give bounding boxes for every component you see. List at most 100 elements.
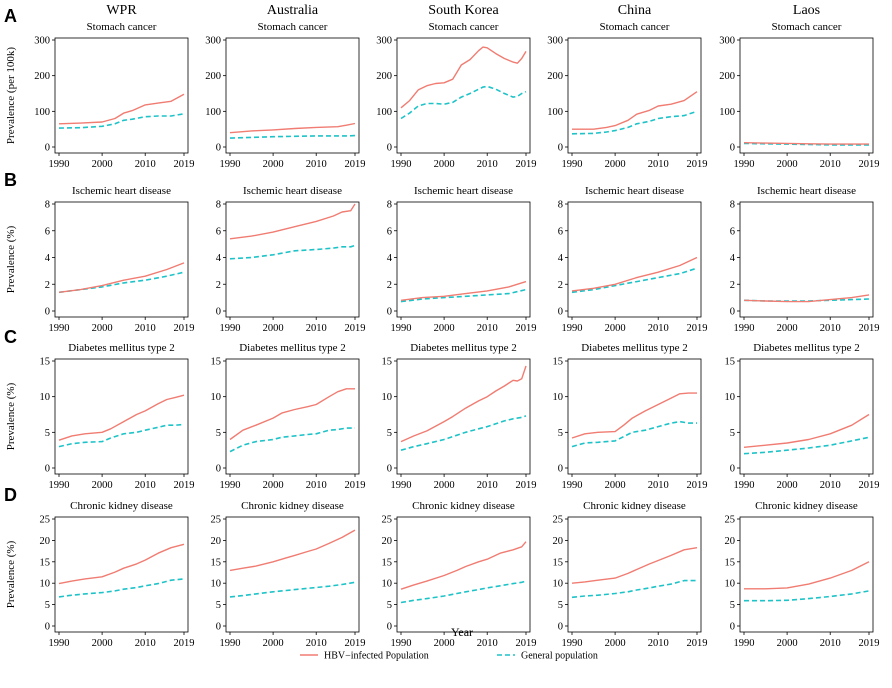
y-tick-label: 5 [45,600,50,611]
y-tick-label: 300 [547,36,563,47]
y-tick-label: 6 [730,226,735,237]
panel-d-south-korea: Chronic kidney disease 0 5 10 15 20 25 1990 2000… [382,500,537,649]
panel-subtitle: Diabetes mellitus type 2 [410,342,517,354]
y-tick-label: 200 [34,71,50,82]
x-tick-label: 2000 [263,480,284,491]
y-tick-label: 0 [387,622,392,633]
series-line-hbv-infected [400,541,527,590]
x-tick-label: 2019 [516,638,537,649]
y-tick-label: 0 [558,143,563,154]
y-tick-label: 5 [45,428,50,439]
x-tick-label: 2010 [648,323,669,334]
y-tick-label: 300 [34,36,50,47]
y-tick-label: 200 [376,71,392,82]
panel-b-wpr: Ischemic heart disease 0 2 4 6 8 1990 2000 2010 2… [45,185,195,334]
series-line-hbv-infected [58,262,185,293]
panel-b-laos: Ischemic heart disease 0 2 4 6 8 1990 2000 2010 2… [730,185,880,334]
series-line-general-population [571,267,698,294]
x-tick-label: 2010 [820,480,841,491]
panel-frame [396,201,531,318]
y-tick-label: 5 [216,428,221,439]
y-tick-label: 5 [558,428,563,439]
x-tick-label: 2000 [263,638,284,649]
panel-frame [739,516,874,633]
y-tick-label: 10 [40,579,51,590]
x-tick-label: 2010 [648,638,669,649]
panel-frame [225,358,360,475]
x-tick-label: 1990 [562,159,583,170]
panel-d-china: Chronic kidney disease 0 5 10 15 20 25 1990 2000… [553,500,708,649]
y-tick-label: 10 [725,579,736,590]
x-tick-label: 2000 [434,159,455,170]
x-tick-label: 1990 [562,480,583,491]
panel-a-wpr: Stomach cancer 0 100 200 300 1990 2000 2010 2019 [34,21,194,170]
series-line-hbv-infected [743,294,870,303]
x-tick-label: 1990 [391,480,412,491]
panel-subtitle: Ischemic heart disease [243,185,342,197]
y-tick-label: 20 [382,536,393,547]
panel-frame [567,201,702,318]
x-tick-label: 2010 [820,323,841,334]
y-tick-label: 100 [205,107,221,118]
series-line-general-population [58,423,185,448]
series-line-general-population [229,244,356,260]
y-tick-label: 5 [558,600,563,611]
column-header-south-korea: South Korea [428,3,499,18]
x-tick-label: 2019 [345,159,366,170]
y-tick-label: 15 [40,357,51,368]
series-line-hbv-infected [743,413,870,448]
y-tick-label: 25 [725,515,736,526]
column-header-australia: Australia [267,3,319,18]
x-tick-label: 2000 [92,159,113,170]
x-tick-label: 2010 [306,323,327,334]
panel-c-wpr: Diabetes mellitus type 2 0 5 10 15 1990 2000 20… [40,342,195,491]
panel-subtitle: Stomach cancer [772,21,842,33]
series-line-general-population [400,415,527,451]
panel-c-laos: Diabetes mellitus type 2 0 5 10 15 1990 2000 20… [725,342,880,491]
y-tick-label: 10 [40,392,51,403]
series-line-general-population [400,580,527,604]
legend-label: HBV−infected Population [324,651,429,662]
x-tick-label: 2010 [477,323,498,334]
series-line-general-population [571,420,697,448]
y-tick-label: 6 [216,226,221,237]
legend-label: General population [521,651,598,662]
x-tick-label: 2019 [174,638,195,649]
panel-frame [396,37,531,154]
legend-item-hbv: HBV−infected Population [300,651,429,662]
panel-frame [567,358,702,475]
y-tick-label: 2 [45,280,50,291]
y-tick-label: 10 [382,392,393,403]
panel-subtitle: Ischemic heart disease [414,185,513,197]
series-line-hbv-infected [572,91,698,130]
x-tick-label: 2000 [263,159,284,170]
y-tick-label: 25 [553,515,564,526]
x-tick-label: 2019 [345,323,366,334]
series-line-hbv-infected [400,280,527,301]
x-tick-label: 2000 [605,323,626,334]
y-tick-label: 15 [725,357,736,368]
y-tick-label: 300 [719,36,735,47]
panel-subtitle: Diabetes mellitus type 2 [68,342,175,354]
panel-d-australia: Chronic kidney disease 0 5 10 15 20 25 1990 2000… [211,500,366,649]
panel-frame [54,37,189,154]
y-tick-label: 0 [730,622,735,633]
series-line-general-population [229,581,356,598]
x-tick-label: 2019 [687,480,708,491]
y-tick-label: 4 [387,253,393,264]
series-line-general-population [58,113,185,129]
panel-frame [54,201,189,318]
series-line-general-population [58,578,185,598]
y-axis-label-row-a: Prevalence (per 100k) [5,47,17,144]
panel-letter-b: B [4,170,17,190]
x-tick-label: 2010 [477,638,498,649]
x-tick-label: 2000 [777,480,798,491]
panel-a-australia: Stomach cancer 0 100 200 300 1990 2000 2010 2019 [205,21,365,170]
y-tick-label: 6 [45,226,50,237]
y-tick-label: 0 [45,622,50,633]
panel-subtitle: Diabetes mellitus type 2 [753,342,860,354]
panel-c-china: Diabetes mellitus type 2 0 5 10 15 1990 2000 20… [553,342,708,491]
column-headers: WPR Australia South Korea China Laos [106,3,820,18]
y-tick-label: 100 [719,107,735,118]
